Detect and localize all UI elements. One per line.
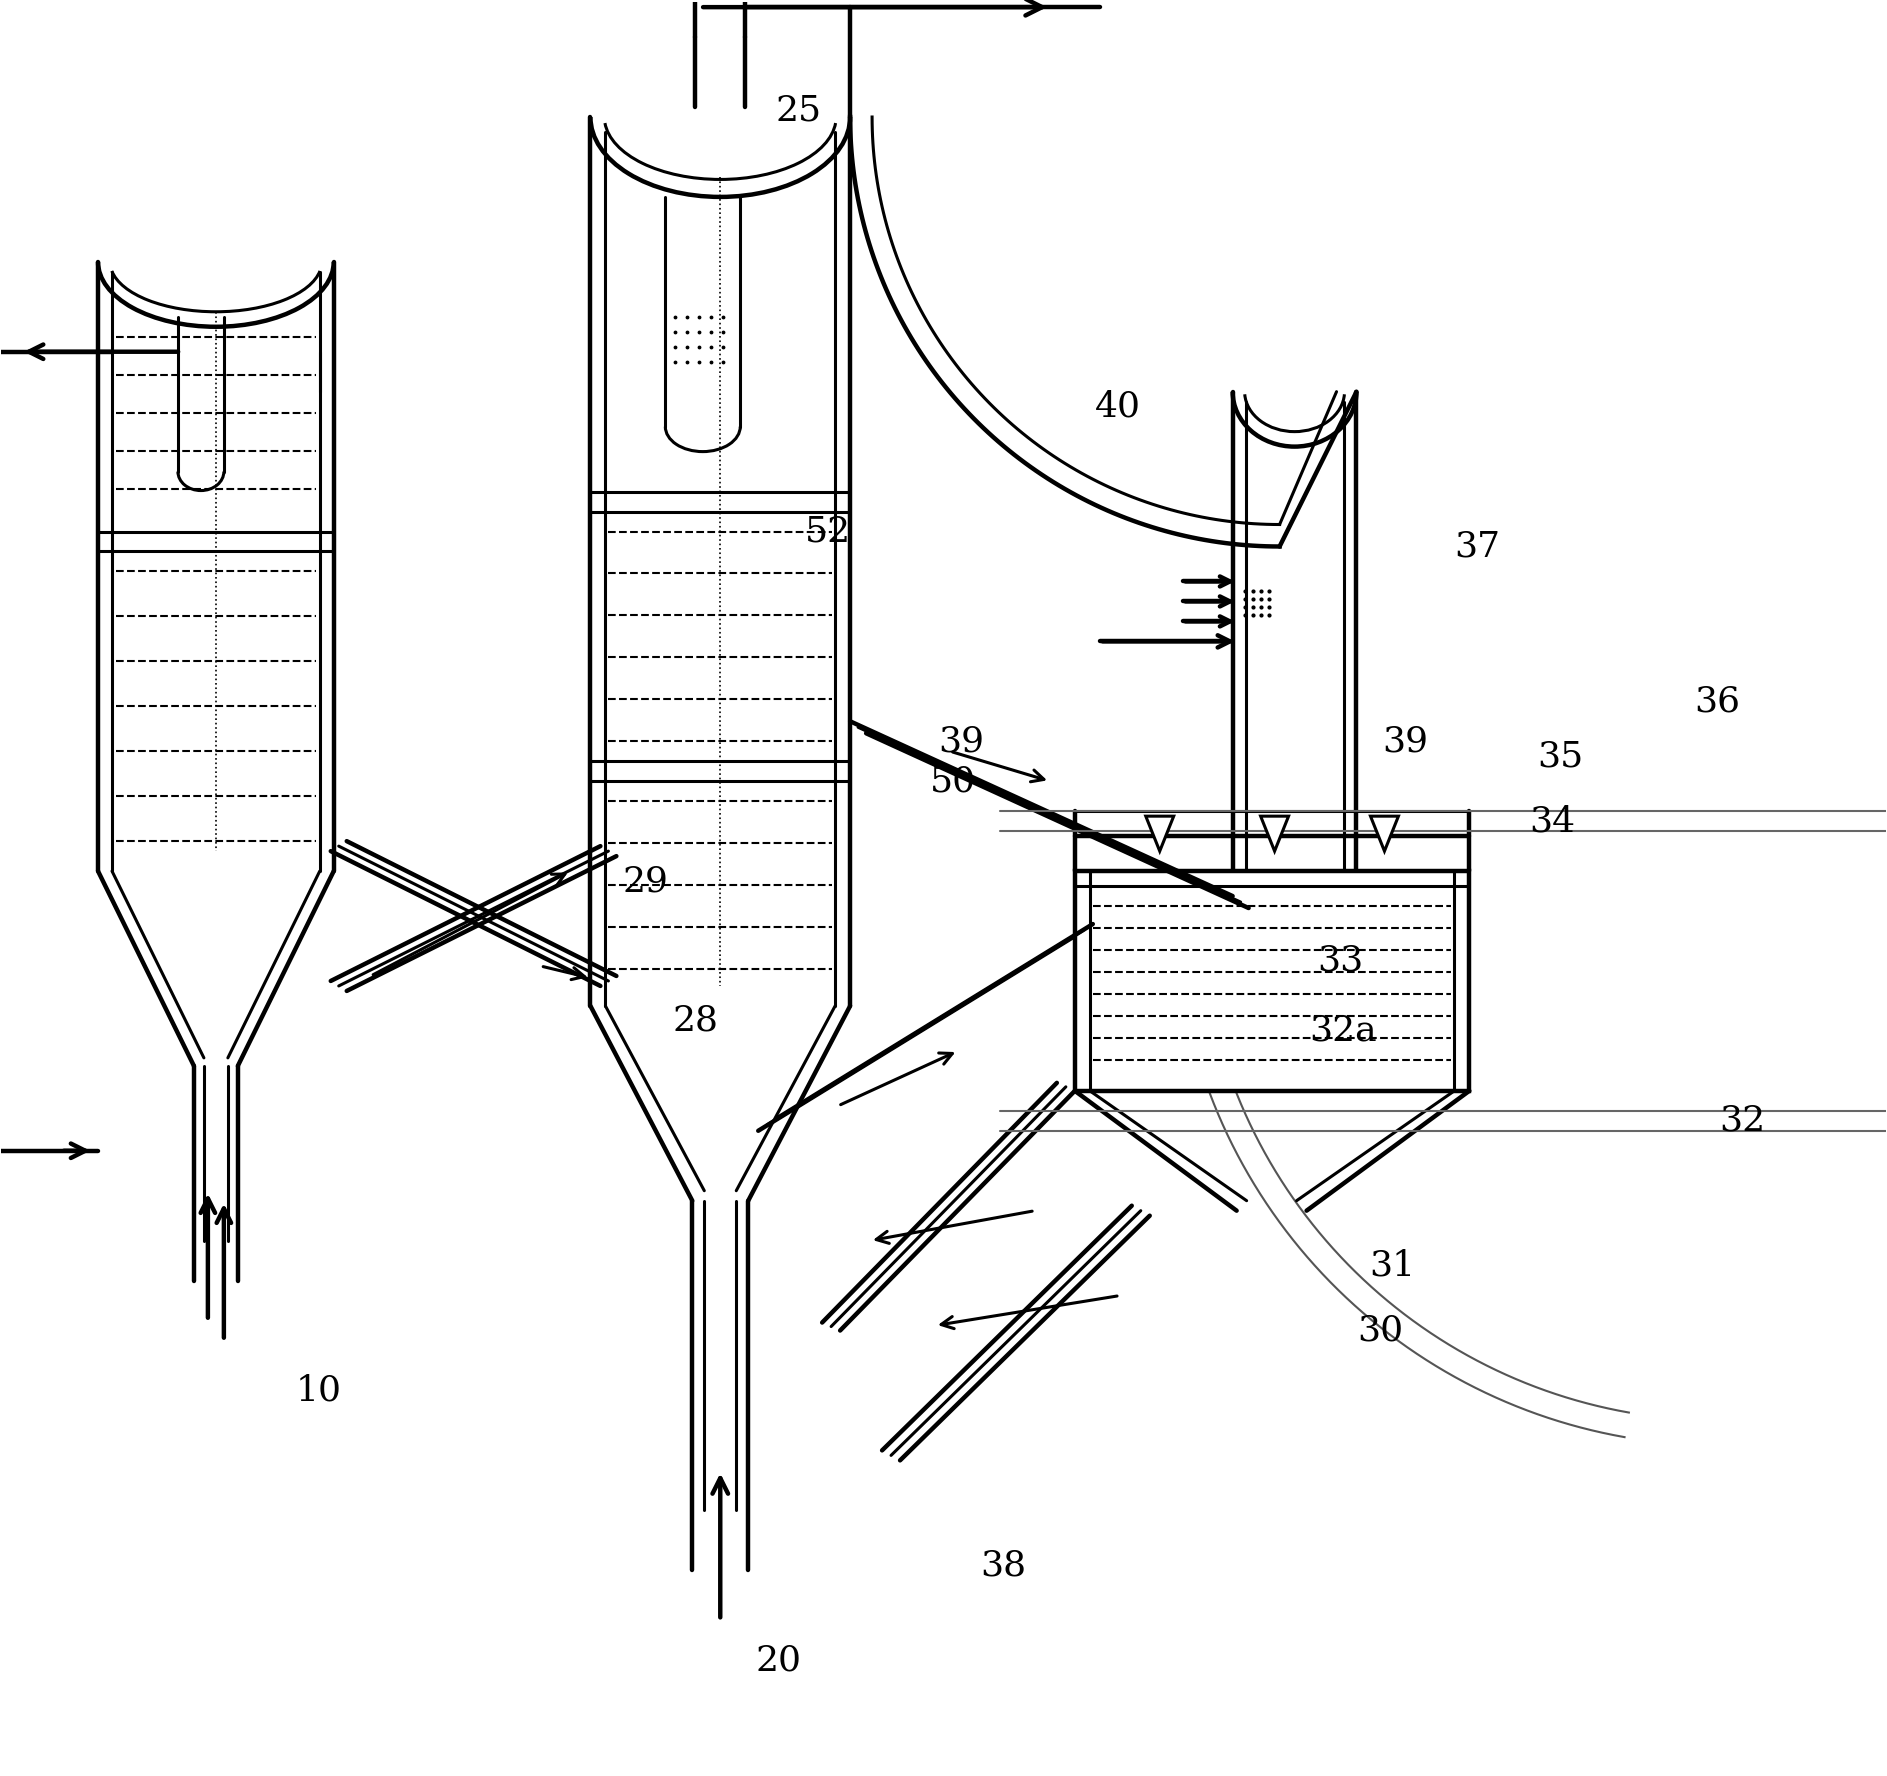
Text: 25: 25 xyxy=(776,92,821,128)
Text: 33: 33 xyxy=(1317,945,1364,979)
Polygon shape xyxy=(1261,817,1289,851)
Text: 30: 30 xyxy=(1357,1314,1404,1348)
Text: 50: 50 xyxy=(930,764,976,797)
Text: 38: 38 xyxy=(979,1549,1027,1582)
Text: 52: 52 xyxy=(806,515,851,549)
Text: 32a: 32a xyxy=(1310,1014,1378,1048)
Text: 40: 40 xyxy=(1094,389,1142,424)
Bar xyxy=(1076,870,1470,1090)
Text: 20: 20 xyxy=(755,1643,802,1677)
Polygon shape xyxy=(1370,817,1398,851)
Text: 39: 39 xyxy=(1383,725,1428,758)
Text: 29: 29 xyxy=(623,865,668,899)
Text: 36: 36 xyxy=(1695,684,1740,718)
Text: 35: 35 xyxy=(1538,739,1583,773)
Text: 31: 31 xyxy=(1370,1249,1415,1282)
Text: 37: 37 xyxy=(1455,529,1500,563)
Text: 10: 10 xyxy=(296,1373,342,1407)
Text: 32: 32 xyxy=(1719,1105,1764,1138)
Text: 28: 28 xyxy=(672,1003,719,1037)
Polygon shape xyxy=(1145,817,1174,851)
Text: 34: 34 xyxy=(1528,805,1576,838)
Text: 39: 39 xyxy=(938,725,983,758)
